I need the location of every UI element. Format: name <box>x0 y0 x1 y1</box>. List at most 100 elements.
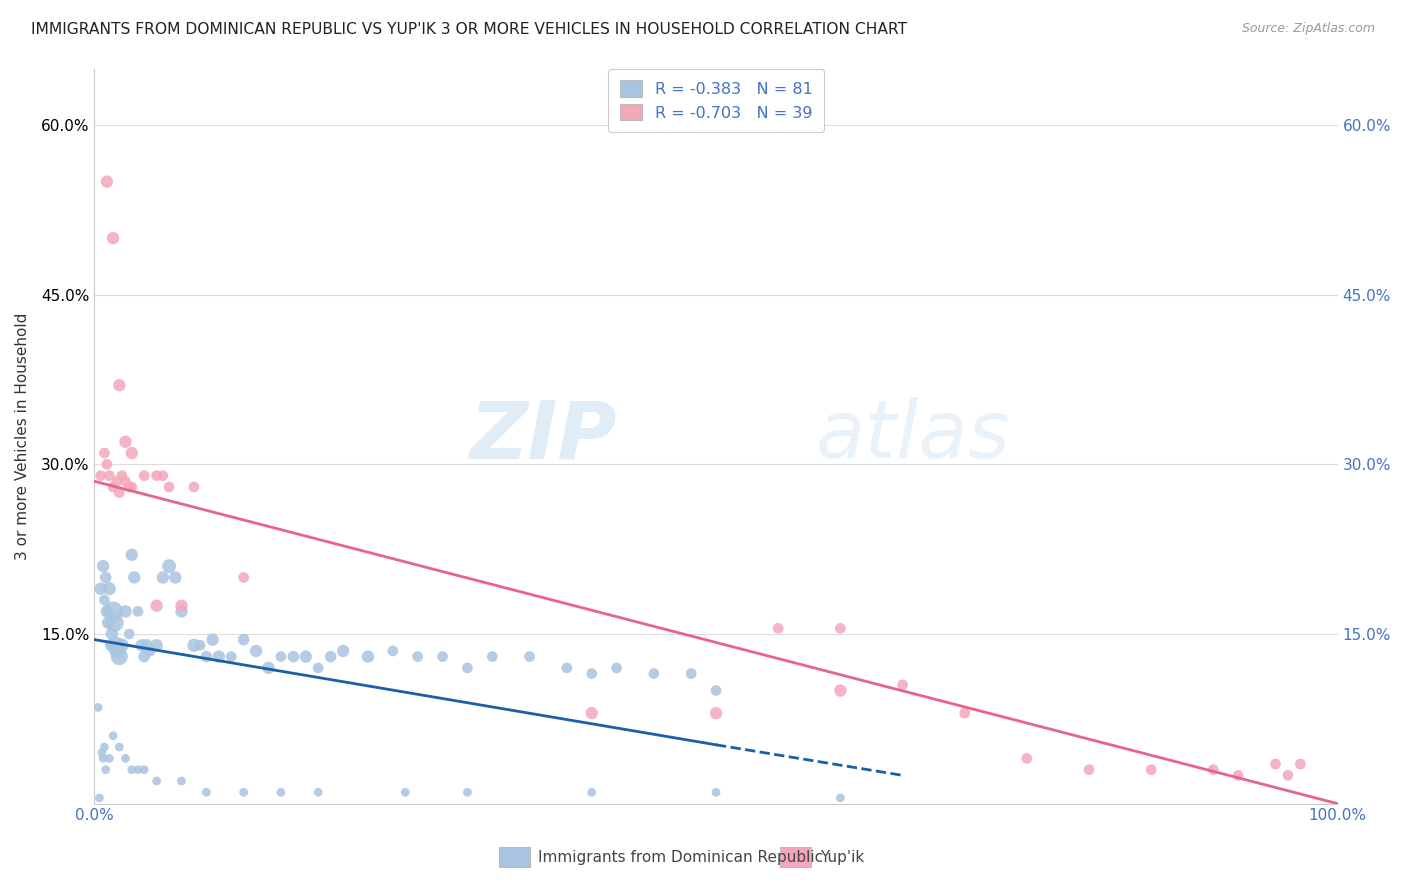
Point <box>114 475 136 489</box>
Point <box>232 632 254 647</box>
Point <box>96 175 118 189</box>
Point <box>681 666 703 681</box>
Text: ZIP: ZIP <box>470 397 617 475</box>
Point <box>114 434 136 449</box>
Point <box>101 231 124 245</box>
Point <box>98 468 121 483</box>
Point <box>319 649 342 664</box>
Point <box>100 638 122 652</box>
Point <box>139 644 162 658</box>
Text: IMMIGRANTS FROM DOMINICAN REPUBLIC VS YUP'IK 3 OR MORE VEHICLES IN HOUSEHOLD COR: IMMIGRANTS FROM DOMINICAN REPUBLIC VS YU… <box>31 22 907 37</box>
Point <box>406 649 429 664</box>
Point <box>127 763 149 777</box>
Point <box>93 740 115 755</box>
Point <box>283 649 305 664</box>
Point <box>766 621 789 635</box>
Point <box>232 570 254 584</box>
Point <box>270 649 292 664</box>
Point <box>101 604 124 618</box>
Point <box>394 785 416 799</box>
Point <box>94 570 117 584</box>
Point <box>108 485 131 500</box>
Point <box>232 785 254 799</box>
Point <box>134 468 156 483</box>
Point <box>90 582 112 596</box>
Point <box>121 480 143 494</box>
Point <box>105 475 128 489</box>
Point <box>332 644 354 658</box>
Point <box>201 632 224 647</box>
Point <box>704 785 727 799</box>
Point <box>219 649 242 664</box>
Point <box>94 763 117 777</box>
Point <box>111 468 134 483</box>
Point <box>101 627 124 641</box>
Point <box>98 582 121 596</box>
Point <box>93 446 115 460</box>
Point <box>111 638 134 652</box>
Point <box>1227 768 1250 782</box>
Point <box>170 774 193 789</box>
Point <box>1264 757 1286 772</box>
Point <box>188 638 211 652</box>
Point <box>98 751 121 765</box>
Point <box>555 661 578 675</box>
Point <box>101 729 124 743</box>
Point <box>93 593 115 607</box>
Point <box>307 785 329 799</box>
Point <box>134 763 156 777</box>
Point <box>704 706 727 720</box>
Point <box>145 638 167 652</box>
Point <box>456 785 478 799</box>
Point <box>114 604 136 618</box>
Text: Immigrants from Dominican Republic: Immigrants from Dominican Republic <box>538 850 824 864</box>
Point <box>101 480 124 494</box>
Point <box>581 785 603 799</box>
Point <box>165 570 187 584</box>
Point <box>145 774 167 789</box>
Point <box>118 627 141 641</box>
Point <box>1289 757 1312 772</box>
Point <box>91 751 114 765</box>
Point <box>87 700 110 714</box>
Point <box>121 763 143 777</box>
Point <box>830 683 852 698</box>
Point <box>519 649 541 664</box>
Point <box>104 638 127 652</box>
Point <box>127 604 149 618</box>
Point <box>257 661 280 675</box>
Point <box>118 480 141 494</box>
Text: atlas: atlas <box>815 397 1011 475</box>
Point <box>89 791 111 805</box>
Point <box>953 706 976 720</box>
Point <box>432 649 454 664</box>
Point <box>357 649 380 664</box>
Point <box>157 480 180 494</box>
Point <box>581 706 603 720</box>
Point <box>131 638 153 652</box>
Legend: R = -0.383   N = 81, R = -0.703   N = 39: R = -0.383 N = 81, R = -0.703 N = 39 <box>609 70 824 132</box>
Point <box>643 666 665 681</box>
Point <box>1015 751 1038 765</box>
Point <box>145 599 167 613</box>
Text: Source: ZipAtlas.com: Source: ZipAtlas.com <box>1241 22 1375 36</box>
Point <box>1277 768 1299 782</box>
Point <box>170 604 193 618</box>
Point <box>307 661 329 675</box>
Point <box>152 570 174 584</box>
Point <box>830 791 852 805</box>
Y-axis label: 3 or more Vehicles in Household: 3 or more Vehicles in Household <box>15 312 30 560</box>
Point <box>90 468 112 483</box>
Point <box>90 746 112 760</box>
Point <box>830 621 852 635</box>
Point <box>157 559 180 574</box>
Point <box>96 458 118 472</box>
Point <box>195 649 218 664</box>
Text: Yup'ik: Yup'ik <box>820 850 863 864</box>
Point <box>97 615 120 630</box>
Point <box>103 615 125 630</box>
Point <box>108 740 131 755</box>
Point <box>152 468 174 483</box>
Point <box>891 678 914 692</box>
Point <box>108 649 131 664</box>
